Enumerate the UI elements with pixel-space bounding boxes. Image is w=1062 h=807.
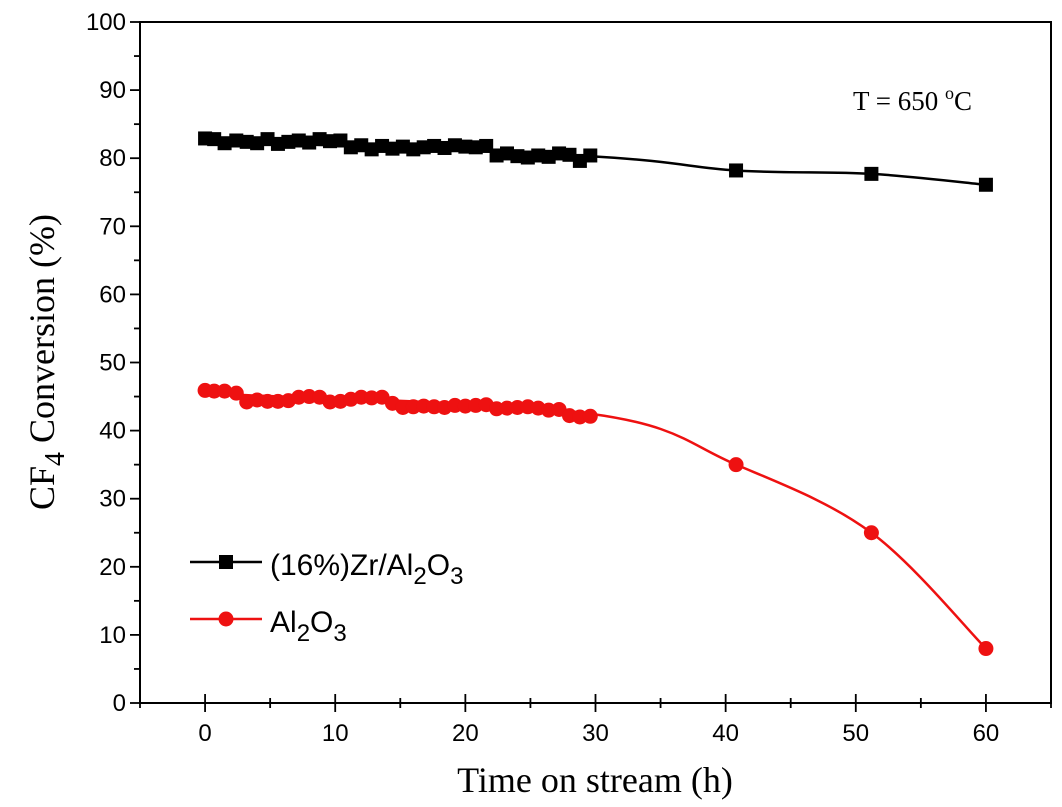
data-point-al-37 [582,408,598,424]
legend-marker-zr [219,555,233,569]
x-tick-label-50: 50 [842,720,869,747]
series-1 [197,382,994,657]
temperature-annotation: T = 650 oC [853,83,972,116]
y-tick-label-20: 20 [99,554,126,581]
y-tick-label-80: 80 [99,145,126,172]
data-point-al-40 [978,641,994,657]
data-point-al-2 [217,383,233,399]
y-tick-label-30: 30 [99,486,126,513]
y-axis-title-pre: CF [22,466,62,510]
x-tick-label-10: 10 [322,720,349,747]
x-axis-title: Time on stream (h) [457,760,733,800]
data-point-zr-40 [978,177,993,192]
data-point-al-38 [728,457,744,473]
legend-al-part-2: O [310,606,333,639]
y-tick-label-70: 70 [99,213,126,240]
legend-al-part-3: 3 [333,620,346,647]
y-axis-title: CF4 Conversion (%) [22,214,71,510]
y-axis-title-sub: 4 [40,452,71,466]
data-point-zr-39 [864,166,879,181]
y-tick-label-50: 50 [99,350,126,377]
legend-al-part-0: Al [270,606,297,639]
y-tick-label-0: 0 [113,690,126,717]
x-tick-label-20: 20 [452,720,479,747]
legend: (16%)Zr/Al2O3 Al2O3 [190,549,463,647]
axis-ticks [130,21,1052,712]
tick-labels: 0 10 20 30 40 50 60 0 10 20 30 40 50 60 70 80 90 100 [86,9,999,747]
data-point-zr-38 [729,163,744,178]
y-tick-label-100: 100 [86,9,126,36]
x-tick-label-0: 0 [198,720,211,747]
annotation-pre: T = 650 [853,86,945,116]
annotation-sup: o [945,83,954,103]
data-point-al-39 [863,525,879,541]
legend-label-zr: (16%)Zr/Al2O3 [270,549,463,590]
series-0 [198,131,993,192]
y-tick-label-60: 60 [99,281,126,308]
data-point-al-6 [260,393,276,409]
y-tick-label-90: 90 [99,77,126,104]
legend-marker-al [218,611,234,627]
legend-al-part-1: 2 [297,620,310,647]
legend-zr-part-1: 2 [413,563,426,590]
legend-label-al: Al2O3 [270,606,347,647]
legend-zr-part-0: (16%)Zr/Al [270,549,413,582]
plot-frame [139,21,1052,704]
data-point-al-3 [228,385,244,401]
y-tick-label-40: 40 [99,418,126,445]
x-tick-label-60: 60 [973,720,1000,747]
annotation-post: C [954,86,972,116]
x-tick-label-40: 40 [712,720,739,747]
legend-zr-part-2: O [427,549,450,582]
legend-zr-part-3: 3 [450,563,463,590]
y-axis-title-post: Conversion (%) [22,214,62,452]
y-tick-label-10: 10 [99,622,126,649]
data-point-zr-37 [583,148,598,163]
data-point-al-1 [206,383,222,399]
series-layer [197,131,994,657]
x-tick-label-30: 30 [582,720,609,747]
data-point-zr-2 [217,136,232,151]
